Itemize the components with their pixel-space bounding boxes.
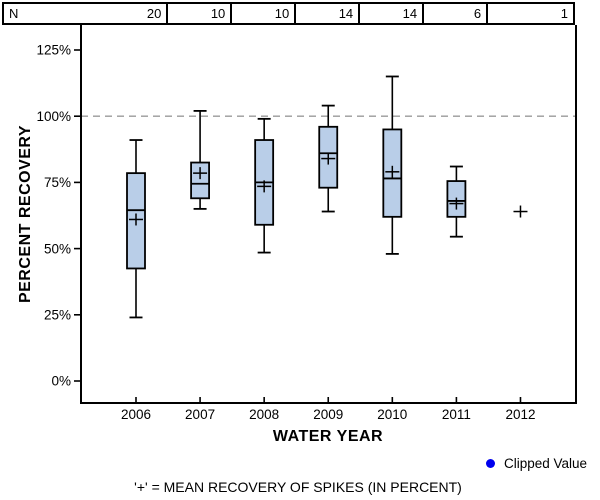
y-axis-title: PERCENT RECOVERY: [17, 124, 34, 304]
y-tick-label: 25%: [44, 308, 71, 323]
boxplot-2008: [254, 117, 275, 254]
clipped-value-dot-icon: [486, 459, 495, 468]
boxplot-2010: [382, 75, 403, 255]
legend-clipped-value: Clipped Value: [486, 456, 587, 471]
boxplot-2012: [513, 205, 528, 218]
x-tick-label: 2011: [442, 407, 471, 422]
boxplot-2009: [318, 104, 339, 213]
n-header-table: N 20 10 10 14 14 6 1: [2, 2, 575, 25]
n-count-2010: 14: [360, 4, 425, 23]
n-count-2008: 10: [232, 4, 297, 23]
n-row-label: N: [9, 6, 19, 21]
y-tick-label: 0%: [51, 374, 71, 389]
n-count-2012: 1: [560, 6, 568, 21]
boxplot-2007: [190, 110, 210, 210]
y-tick-label: 100%: [36, 109, 71, 124]
boxplot-2011: [446, 165, 467, 238]
boxplot-2006: [126, 139, 146, 319]
y-tick-label: 75%: [44, 175, 71, 190]
n-count-2011: 6: [424, 4, 489, 23]
n-count-2006: 20: [146, 6, 162, 21]
legend-label: Clipped Value: [504, 456, 588, 471]
x-tick-label: 2007: [185, 407, 215, 422]
n-count-2009: 14: [296, 4, 361, 23]
y-tick-label: 125%: [36, 43, 71, 58]
n-count-2007: 10: [168, 4, 233, 23]
n-header-cell: N 20: [4, 4, 169, 23]
x-tick-label: 2009: [313, 407, 343, 422]
x-tick-label: 2010: [377, 407, 407, 422]
x-tick-label: 2008: [249, 407, 279, 422]
y-tick-label: 50%: [44, 241, 71, 256]
x-axis-title: WATER YEAR: [272, 428, 384, 445]
mean-footnote: '+' = MEAN RECOVERY OF SPIKES (IN PERCEN…: [134, 479, 462, 495]
x-tick-label: 2012: [505, 407, 535, 422]
x-tick-label: 2006: [121, 407, 151, 422]
iqr-box: [190, 161, 210, 200]
